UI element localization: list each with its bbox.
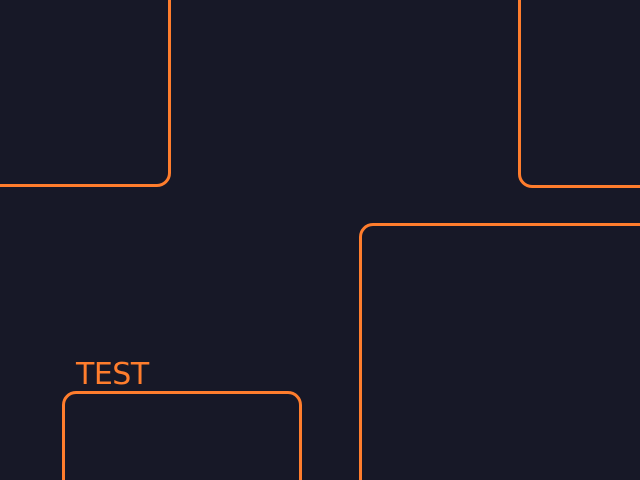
panel-top-right [518, 0, 640, 188]
panel-top-left [0, 0, 171, 187]
panel-middle-right [359, 223, 640, 480]
panel-bottom-left [62, 391, 302, 480]
panel-label: TEST [76, 357, 149, 392]
